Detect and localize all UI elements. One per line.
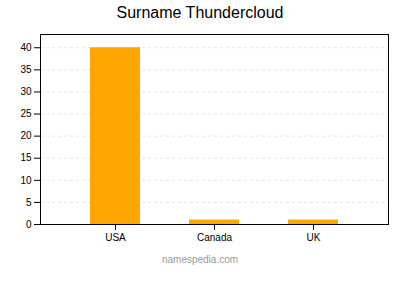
svg-text:30: 30	[20, 86, 32, 97]
svg-text:0: 0	[26, 219, 32, 230]
html-text:namespedia.com: namespedia.com	[161, 254, 239, 265]
svg-text:Canada: Canada	[197, 232, 232, 243]
svg-text:40: 40	[20, 42, 32, 53]
svg-text:10: 10	[20, 175, 32, 186]
svg-text:35: 35	[20, 64, 32, 75]
svg-text:20: 20	[20, 130, 32, 141]
svg-text:UK: UK	[307, 232, 321, 243]
svg-text:5: 5	[26, 197, 32, 208]
html-text:Surname Thundercloud: Surname Thundercloud	[116, 4, 284, 21]
svg-text:25: 25	[20, 108, 32, 119]
svg-text:USA: USA	[105, 232, 126, 243]
svg-text:15: 15	[20, 152, 32, 163]
